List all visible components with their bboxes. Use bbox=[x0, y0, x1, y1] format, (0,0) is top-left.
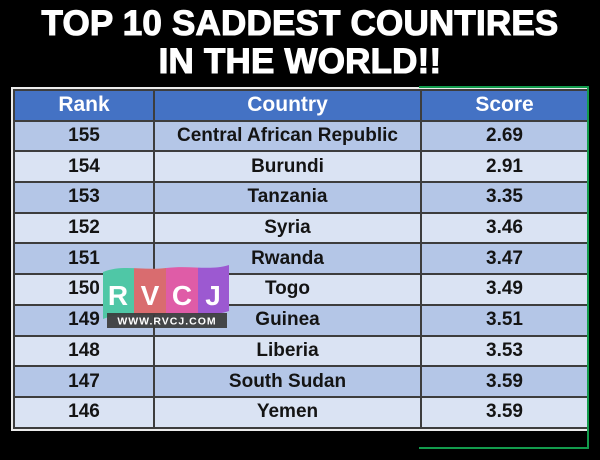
score-cell: 3.35 bbox=[420, 181, 589, 214]
rvcj-url-text: WWW.RVCJ.COM bbox=[117, 316, 216, 328]
country-cell: Rwanda bbox=[153, 242, 422, 276]
rank-cell: 155 bbox=[13, 119, 155, 153]
svg-text:J: J bbox=[205, 280, 221, 311]
score-cell: 3.46 bbox=[420, 211, 589, 245]
score-cell: 2.69 bbox=[420, 119, 589, 153]
rvcj-watermark: R V C J WWW.RVCJ.COM bbox=[100, 261, 232, 331]
rvcj-logo-icon: R V C J WWW.RVCJ.COM bbox=[103, 265, 229, 328]
country-cell: Tanzania bbox=[153, 181, 422, 214]
country-cell: Yemen bbox=[153, 395, 422, 429]
rank-cell: 153 bbox=[13, 181, 155, 214]
svg-text:C: C bbox=[172, 280, 192, 311]
rank-cell: 147 bbox=[13, 365, 155, 398]
header-score: Score bbox=[420, 89, 589, 122]
header-rank: Rank bbox=[13, 89, 155, 122]
country-cell: Central African Republic bbox=[153, 119, 422, 153]
score-cell: 3.49 bbox=[420, 273, 589, 306]
rank-cell: 146 bbox=[13, 395, 155, 429]
table-row: 147 South Sudan 3.59 bbox=[13, 365, 589, 398]
svg-text:V: V bbox=[141, 280, 160, 311]
title-line-2: IN THE WORLD!! bbox=[158, 42, 442, 81]
table-row: 155 Central African Republic 2.69 bbox=[13, 119, 589, 153]
rank-cell: 152 bbox=[13, 211, 155, 245]
svg-text:R: R bbox=[108, 280, 128, 311]
table-row: 151 Rwanda 3.47 bbox=[13, 242, 589, 276]
table-row: 146 Yemen 3.59 bbox=[13, 395, 589, 429]
score-cell: 3.51 bbox=[420, 303, 589, 337]
header-country: Country bbox=[153, 89, 422, 122]
rank-cell: 148 bbox=[13, 334, 155, 368]
country-cell: Liberia bbox=[153, 334, 422, 368]
rank-cell: 154 bbox=[13, 150, 155, 184]
table-row: 154 Burundi 2.91 bbox=[13, 150, 589, 184]
title-line-1: TOP 10 SADDEST COUNTIRES bbox=[41, 4, 559, 43]
score-cell: 3.59 bbox=[420, 365, 589, 398]
header-row: Rank Country Score bbox=[13, 89, 589, 122]
score-cell: 3.47 bbox=[420, 242, 589, 276]
country-cell: Syria bbox=[153, 211, 422, 245]
country-cell: South Sudan bbox=[153, 365, 422, 398]
score-cell: 3.59 bbox=[420, 395, 589, 429]
rankings-table: Rank Country Score 155 Central African Re… bbox=[11, 87, 589, 431]
score-cell: 3.53 bbox=[420, 334, 589, 368]
table-row: 152 Syria 3.46 bbox=[13, 211, 589, 245]
table-row: 153 Tanzania 3.35 bbox=[13, 181, 589, 214]
table-row: 148 Liberia 3.53 bbox=[13, 334, 589, 368]
score-cell: 2.91 bbox=[420, 150, 589, 184]
country-cell: Burundi bbox=[153, 150, 422, 184]
page-title: TOP 10 SADDEST COUNTIRES IN THE WORLD!! bbox=[0, 0, 600, 86]
